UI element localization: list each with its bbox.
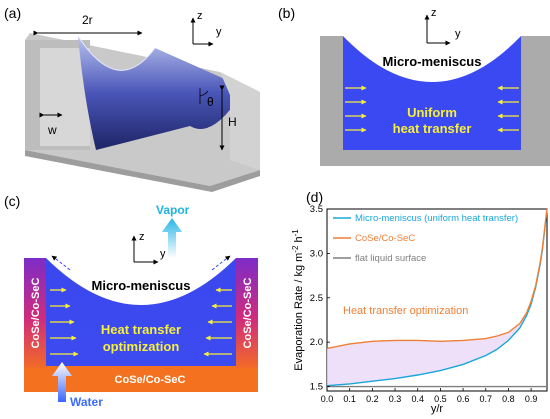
heat-transfer-c-text: Heat transfer: [101, 322, 181, 337]
x-tick-label-1: 0.1: [343, 394, 356, 404]
dashed-arrow-right: [211, 255, 231, 271]
wall-c-left: [24, 258, 46, 368]
wall-c-right: [236, 258, 258, 368]
evaporation-chart: 0.0 0.1 0.2 0.3 0.4 0.5 0.6 0.7 0.8 0.9 1.5 2.0 2.5…: [291, 204, 548, 415]
panel-d: (d) 0.0 0.1 0.2 0.3 0.4 0.5 0.6 0.7 0.8 0.9 1.5 2.…: [291, 189, 548, 415]
legend-label-2: flat liquid surface: [355, 253, 426, 264]
theta-label: θ: [207, 95, 214, 109]
bottom-label: CoSe/Co-SeC: [115, 374, 186, 386]
uniform-text: Uniform: [407, 105, 457, 120]
panel-b: (b) Micro-meniscus Uniform heat transfer…: [278, 5, 550, 166]
x-tick-label-8: 0.8: [502, 394, 515, 404]
x-tick-label-7: 0.7: [480, 394, 493, 404]
panel-a-label: (a): [4, 5, 21, 21]
x-tick-label-3: 0.3: [389, 394, 402, 404]
dashed-arrow-left: [51, 255, 71, 271]
x-tick-label-0: 0.0: [321, 394, 334, 404]
y-tick-label-1: 2.0: [310, 337, 323, 348]
x-tick-label-6: 0.6: [457, 394, 470, 404]
meniscus-b: [343, 36, 521, 82]
series-line-1: [326, 208, 548, 350]
right-wall-label: CoSe/Co-SeC: [242, 277, 254, 348]
x-tick-label-2: 0.2: [366, 394, 379, 404]
water-arrow: [52, 362, 72, 402]
y-tick-label-0: 1.5: [310, 382, 323, 393]
optimization-c-text: optimization: [103, 339, 180, 354]
meniscus-edge: [77, 35, 156, 71]
meniscus-c: [46, 258, 236, 305]
vapor-arrow: [162, 218, 182, 258]
legend-label-1: CoSe/Co-SeC: [355, 233, 415, 244]
water-label: Water: [70, 395, 103, 409]
heat-arrows-b-left: [345, 85, 367, 133]
dim-2r-label: 2r: [82, 13, 93, 27]
x-tick-label-5: 0.5: [434, 394, 447, 404]
y-tick-label-4: 3.5: [310, 204, 323, 215]
panel-a: (a) 2r w H θ z y: [4, 5, 260, 192]
meniscus-c-title: Micro-meniscus: [92, 278, 191, 293]
heat-arrows-c-left: [50, 287, 79, 357]
chart-legend: Micro-meniscus (uniform heat transfer) C…: [333, 213, 518, 264]
y-axis-label: Evaporation Rate / kg m-2 h-1: [291, 229, 305, 371]
heat-transfer-text: heat transfer: [393, 121, 472, 136]
left-wall-label: CoSe/Co-SeC: [30, 277, 42, 348]
x-tick-label-4: 0.4: [411, 394, 424, 404]
dim-h-label: H: [228, 115, 237, 129]
axis-c-z-label: z: [139, 231, 145, 243]
meniscus-b-title: Micro-meniscus: [383, 54, 482, 69]
axis-b-z-label: z: [431, 7, 437, 19]
x-tick-label-9: 0.9: [525, 394, 538, 404]
panel-d-label: (d): [306, 189, 323, 205]
panel-c: (c) Micro-meniscus Heat transfer optimiz…: [4, 193, 258, 409]
y-tick-label-2: 2.5: [310, 293, 323, 304]
theta-arc: [199, 90, 209, 97]
axis-a-z-label: z: [197, 10, 203, 22]
trough-end-inner: [40, 48, 90, 146]
heat-arrows-b-right: [497, 85, 519, 133]
axis-c-y-label: y: [160, 248, 166, 260]
meniscus-liquid: [78, 36, 245, 150]
chart-annotation: Heat transfer optimization: [343, 305, 468, 317]
panel-b-label: (b): [278, 5, 295, 21]
dim-w-label: w: [47, 123, 57, 137]
legend-label-0: Micro-meniscus (uniform heat transfer): [355, 213, 518, 224]
y-tick-label-3: 3.0: [310, 248, 323, 259]
axis-a-y-label: y: [216, 26, 222, 38]
trough-right-wall: [220, 72, 260, 170]
axis-b-y-label: y: [455, 28, 461, 40]
vapor-label: Vapor: [156, 203, 190, 217]
heat-arrows-c-right: [203, 287, 232, 357]
panel-c-label: (c): [4, 193, 20, 209]
x-axis-label: y/r: [431, 403, 444, 415]
